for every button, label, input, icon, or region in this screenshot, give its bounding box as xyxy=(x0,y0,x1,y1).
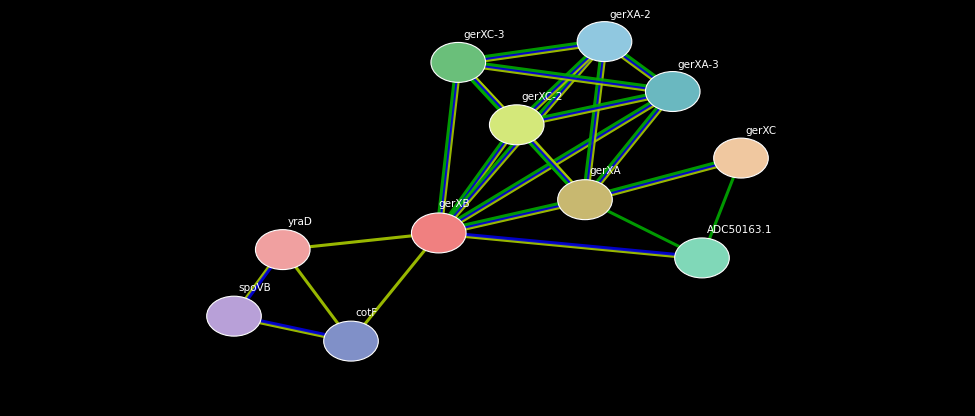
Text: gerXC: gerXC xyxy=(746,126,777,136)
Text: gerXA-3: gerXA-3 xyxy=(678,60,720,70)
Text: gerXB: gerXB xyxy=(439,199,470,209)
Ellipse shape xyxy=(489,105,544,145)
Text: spoVB: spoVB xyxy=(239,283,272,293)
Text: ADC50163.1: ADC50163.1 xyxy=(707,225,772,235)
Text: yraD: yraD xyxy=(288,217,313,227)
Ellipse shape xyxy=(431,42,486,82)
Ellipse shape xyxy=(675,238,729,278)
Text: cotF: cotF xyxy=(356,308,378,318)
Text: gerXC-3: gerXC-3 xyxy=(463,30,505,40)
Ellipse shape xyxy=(577,22,632,62)
Ellipse shape xyxy=(411,213,466,253)
Text: gerXA: gerXA xyxy=(590,166,621,176)
Ellipse shape xyxy=(558,180,612,220)
Ellipse shape xyxy=(645,72,700,111)
Ellipse shape xyxy=(324,321,378,361)
Ellipse shape xyxy=(714,138,768,178)
Text: gerXA-2: gerXA-2 xyxy=(609,10,651,20)
Ellipse shape xyxy=(255,230,310,270)
Ellipse shape xyxy=(207,296,261,336)
Text: gerXC-2: gerXC-2 xyxy=(522,92,564,102)
